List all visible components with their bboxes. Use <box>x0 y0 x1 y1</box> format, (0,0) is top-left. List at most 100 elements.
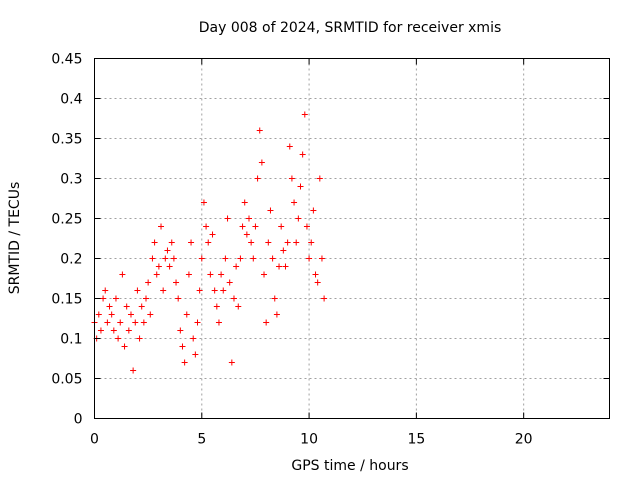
data-point <box>95 311 102 318</box>
data-point <box>288 175 295 182</box>
data-point <box>112 295 119 302</box>
data-point <box>179 343 186 350</box>
data-point <box>273 311 280 318</box>
data-point <box>115 335 122 342</box>
plot-frame <box>94 58 610 419</box>
data-point <box>263 319 270 326</box>
data-point <box>258 159 265 166</box>
data-point <box>235 303 242 310</box>
data-point <box>125 327 132 334</box>
y-tick-label: 0.05 <box>51 372 82 388</box>
data-point <box>110 327 117 334</box>
data-point <box>293 239 300 246</box>
data-point <box>284 239 291 246</box>
data-point <box>237 255 244 262</box>
x-tick-label: 20 <box>515 432 533 448</box>
data-point <box>140 319 147 326</box>
data-point <box>314 279 321 286</box>
data-point <box>198 255 205 262</box>
y-tick-label: 0.45 <box>51 52 82 68</box>
data-point <box>267 207 274 214</box>
data-point <box>104 319 111 326</box>
data-point <box>211 287 218 294</box>
data-point <box>312 271 319 278</box>
data-point <box>291 199 298 206</box>
data-point <box>168 239 175 246</box>
data-point <box>162 255 169 262</box>
data-point <box>127 311 134 318</box>
data-point <box>100 295 107 302</box>
data-point <box>136 335 143 342</box>
data-point <box>286 143 293 150</box>
x-tick-label: 0 <box>90 432 99 448</box>
data-point <box>241 199 248 206</box>
data-point <box>222 255 229 262</box>
data-point <box>138 303 145 310</box>
data-point <box>316 175 323 182</box>
data-point <box>239 223 246 230</box>
data-point <box>147 311 154 318</box>
data-point <box>207 271 214 278</box>
data-point <box>220 287 227 294</box>
data-point <box>151 239 158 246</box>
axes: 0 5 10 15 20 0 0.05 0.1 0.15 0.2 0.25 0.3 0.35 0.4 0.4… <box>51 52 610 448</box>
data-point <box>203 223 210 230</box>
data-point <box>134 287 141 294</box>
data-point <box>158 223 165 230</box>
data-point <box>155 263 162 270</box>
data-point <box>177 327 184 334</box>
data-point <box>246 215 252 222</box>
data-point <box>97 327 104 334</box>
data-point <box>282 263 289 270</box>
data-point <box>261 271 268 278</box>
data-point <box>209 231 216 238</box>
data-point <box>226 279 233 286</box>
data-point <box>175 295 182 302</box>
y-tick-label: 0 <box>74 412 83 428</box>
data-point <box>181 359 188 366</box>
data-point <box>188 239 195 246</box>
data-point <box>254 175 261 182</box>
data-point <box>145 279 152 286</box>
data-point <box>196 287 203 294</box>
data-point <box>310 207 317 214</box>
x-axis-label: GPS time / hours <box>291 458 408 474</box>
data-point <box>132 319 139 326</box>
data-point <box>213 303 220 310</box>
y-tick-label: 0.2 <box>60 252 82 268</box>
data-point <box>192 351 199 358</box>
data-point <box>276 263 283 270</box>
data-point <box>185 271 192 278</box>
data-point <box>205 239 212 246</box>
data-point <box>123 303 130 310</box>
chart-title: Day 008 of 2024, SRMTID for receiver xmi… <box>199 20 502 36</box>
data-point <box>108 311 115 318</box>
x-tick-label: 15 <box>407 432 425 448</box>
data-point <box>160 287 167 294</box>
data-point <box>295 215 302 222</box>
y-tick-label: 0.4 <box>60 92 82 108</box>
data-point <box>299 151 306 158</box>
data-point <box>248 239 255 246</box>
x-tick-label: 5 <box>197 432 206 448</box>
y-axis-label: SRMTID / TECUs <box>7 182 23 295</box>
data-point <box>321 295 328 302</box>
data-point <box>301 111 308 118</box>
data-point <box>318 255 325 262</box>
data-point <box>233 263 240 270</box>
data-point <box>170 255 177 262</box>
data-point <box>106 303 113 310</box>
data-point <box>230 295 237 302</box>
data-point <box>271 295 278 302</box>
data-point <box>306 255 313 262</box>
data-point <box>130 367 137 374</box>
data-point <box>149 255 156 262</box>
data-point <box>256 127 263 134</box>
data-point <box>297 183 304 190</box>
data-point <box>143 295 149 302</box>
data-point <box>250 255 257 262</box>
data-point <box>121 343 128 350</box>
data-point <box>166 263 173 270</box>
data-point <box>228 359 235 366</box>
